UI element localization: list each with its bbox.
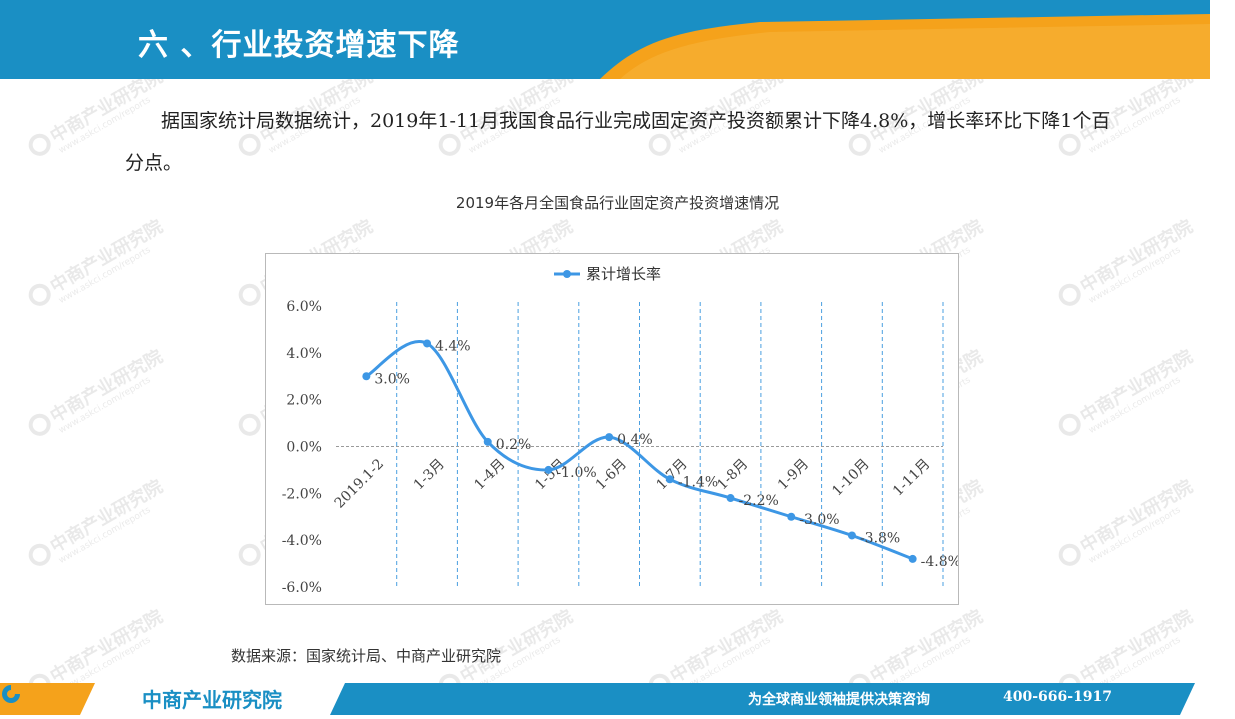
data-label: -2.2% [739, 493, 779, 509]
data-point [665, 475, 674, 484]
data-label: -1.4% [678, 474, 718, 490]
x-tick-label: 1-3月 [411, 456, 448, 493]
data-label: -3.8% [860, 530, 900, 546]
svg-text:中商产业研究院: 中商产业研究院 [1076, 345, 1196, 427]
svg-text:www.askci.com/reports: www.askci.com/reports [57, 505, 153, 566]
x-tick-label: 1-10月 [829, 456, 872, 499]
x-tick-label: 1-9月 [775, 456, 812, 493]
data-point [908, 554, 917, 563]
x-tick-label: 1-11月 [890, 456, 933, 499]
chart-title: 2019年各月全国食品行业固定资产投资增速情况 [455, 194, 780, 212]
data-label: 4.4% [435, 338, 471, 354]
data-label: 0.2% [496, 437, 532, 453]
y-tick-label: 0.0% [286, 440, 322, 456]
footer-bar: 中商产业研究院 为全球商业领袖提供决策咨询 400-666-1917 [0, 683, 1235, 715]
svg-text:中商产业研究院: 中商产业研究院 [1076, 475, 1196, 557]
svg-text:www.askci.com/reports: www.askci.com/reports [1087, 245, 1183, 306]
svg-text:中商产业研究院: 中商产业研究院 [1076, 605, 1196, 687]
y-tick-label: -4.0% [282, 533, 322, 549]
legend-label: 累计增长率 [586, 265, 661, 283]
data-point [787, 512, 796, 521]
y-tick-label: -6.0% [282, 580, 322, 596]
data-label: 3.0% [374, 371, 410, 387]
svg-text:www.askci.com/reports: www.askci.com/reports [57, 245, 153, 306]
header-banner: 六 、行业投资增速下降 [0, 0, 1235, 79]
intro-paragraph: 据国家统计局数据统计，2019年1-11月我国食品行业完成固定资产投资额累计下降… [125, 110, 1111, 174]
svg-text:www.askci.com/reports: www.askci.com/reports [1087, 505, 1183, 566]
y-tick-label: 2.0% [286, 393, 322, 409]
data-point [423, 339, 432, 348]
y-tick-label: 4.0% [286, 346, 322, 362]
data-point [544, 465, 553, 474]
x-tick-label: 1-8月 [714, 456, 751, 493]
data-label: -3.0% [799, 512, 839, 528]
line-chart: 6.0% 4.0% 2.0% 0.0% -2.0% -4.0% -6.0% 2019.1-2 1… [282, 265, 958, 596]
svg-text:中商产业研究院: 中商产业研究院 [46, 475, 166, 557]
data-point [605, 433, 614, 442]
footer-phone: 400-666-1917 [1003, 689, 1113, 705]
data-point [847, 531, 856, 540]
footer-decoration [0, 683, 1195, 715]
brand-logo-icon [2, 685, 20, 703]
brand-logo-text: 中商产业研究院 [142, 688, 282, 712]
svg-text:中商产业研究院: 中商产业研究院 [666, 605, 786, 687]
x-tick-label: 1-4月 [471, 456, 508, 493]
page-title: 六 、行业投资增速下降 [138, 28, 460, 63]
data-source: 数据来源：国家统计局、中商产业研究院 [231, 647, 502, 665]
footer-slogan: 为全球商业领袖提供决策咨询 [748, 692, 930, 708]
svg-text:www.askci.com/reports: www.askci.com/reports [1087, 375, 1183, 436]
x-tick-label: 1-6月 [593, 456, 630, 493]
y-tick-label: -2.0% [282, 486, 322, 502]
data-label: 0.4% [617, 432, 653, 448]
svg-text:中商产业研究院: 中商产业研究院 [46, 605, 166, 687]
chart-frame: 6.0% 4.0% 2.0% 0.0% -2.0% -4.0% -6.0% 2019.1-2 1… [265, 253, 959, 605]
svg-text:中商产业研究院: 中商产业研究院 [866, 605, 986, 687]
data-label: -1.0% [556, 465, 596, 481]
svg-text:www.askci.com/reports: www.askci.com/reports [57, 375, 153, 436]
data-point [483, 437, 492, 446]
series-line [365, 340, 914, 561]
x-tick-label: 2019.1-2 [332, 456, 388, 512]
svg-text:中商产业研究院: 中商产业研究院 [46, 345, 166, 427]
header-decoration [600, 0, 1235, 79]
svg-text:中商产业研究院: 中商产业研究院 [46, 215, 166, 297]
svg-text:中商产业研究院: 中商产业研究院 [1076, 215, 1196, 297]
y-tick-label: 6.0% [286, 299, 322, 315]
data-point [726, 494, 735, 503]
data-point [362, 372, 371, 381]
legend-swatch-marker [563, 270, 571, 278]
data-label: -4.8% [921, 554, 958, 570]
